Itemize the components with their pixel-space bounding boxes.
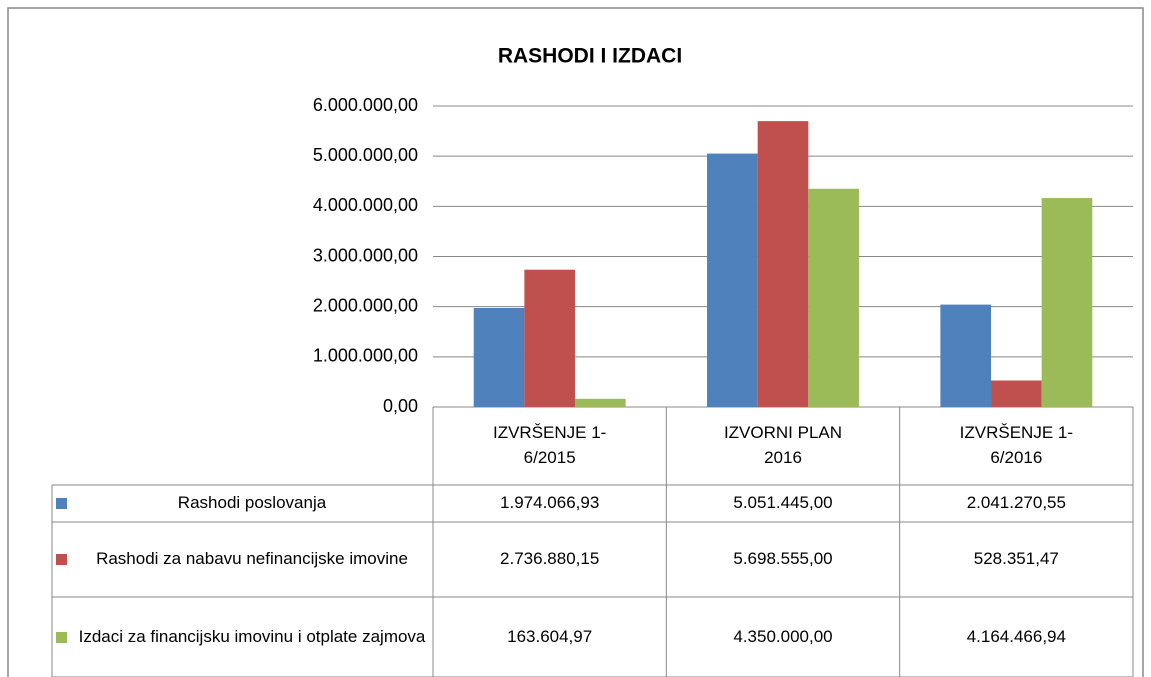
legend-label: Rashodi poslovanja (177, 493, 327, 513)
legend-swatch (56, 631, 67, 643)
bar (757, 121, 809, 407)
legend-entry: Rashodi za nabavu nefinancijske imovine (52, 522, 433, 597)
legend-label: Rashodi za nabavu nefinancijske imovine (96, 549, 408, 569)
y-tick-label: 0,00 (383, 396, 418, 416)
bar (1041, 198, 1093, 407)
data-label: 2.736.880,15 (500, 549, 600, 569)
bar (940, 304, 992, 407)
legend-swatch (56, 554, 67, 565)
data-label: 5.698.555,00 (733, 549, 833, 569)
data-label: 528.351,47 (973, 549, 1059, 569)
data-label: 4.350.000,00 (733, 626, 833, 646)
x-tick-label: IZVORNI PLAN 2016 (723, 423, 843, 467)
bar (574, 398, 626, 407)
x-tick-label: IZVRŠENJE 1-6/2016 (959, 423, 1073, 467)
y-tick-label: 3.000.000,00 (313, 245, 418, 265)
bar (473, 307, 525, 407)
legend-swatch (56, 498, 67, 509)
bar (808, 188, 859, 407)
legend-entry: Izdaci za financijsku imovinu i otplate … (52, 597, 433, 677)
bar (991, 380, 1042, 407)
legend-label: Izdaci za financijsku imovinu i otplate … (78, 626, 426, 646)
data-label: 163.604,97 (507, 626, 593, 646)
bar (707, 153, 758, 407)
legend-entry: Rashodi poslovanja (52, 485, 433, 522)
chart-title: RASHODI I IZDACI (498, 45, 682, 68)
data-label: 2.041.270,55 (966, 493, 1066, 513)
data-label: 1.974.066,93 (500, 493, 600, 513)
y-tick-label: 5.000.000,00 (313, 145, 418, 165)
data-label: 5.051.445,00 (733, 493, 833, 513)
x-tick-label: IZVRŠENJE 1-6/2015 (492, 423, 607, 467)
data-label: 4.164.466,94 (966, 626, 1066, 646)
y-tick-label: 4.000.000,00 (313, 195, 418, 215)
y-tick-label: 2.000.000,00 (313, 295, 418, 315)
bar (524, 269, 575, 407)
y-tick-label: 6.000.000,00 (313, 95, 418, 115)
y-tick-label: 1.000.000,00 (313, 346, 418, 366)
